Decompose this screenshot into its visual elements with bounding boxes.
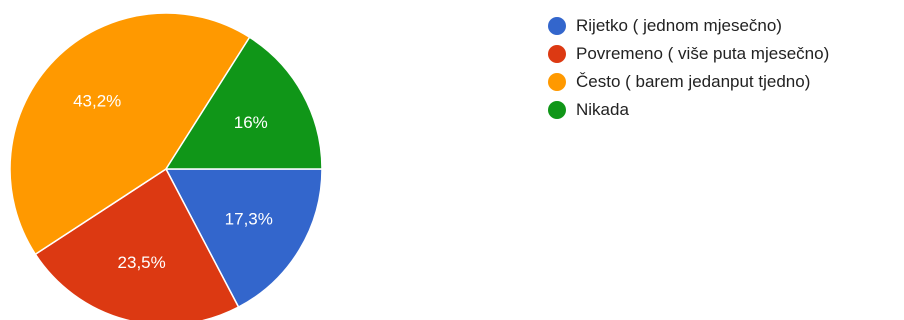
legend-item-cesto-barem-jedanput-tjedno[interactable]: Često ( barem jedanput tjedno)	[548, 68, 829, 96]
pie-slice-rijetko-jednom-mjesecno	[164, 168, 323, 309]
legend-item-nikada[interactable]: Nikada	[548, 96, 829, 124]
legend-label: Rijetko ( jednom mjesečno)	[576, 16, 782, 35]
pie-slice-value-label: 16%	[234, 113, 268, 132]
pie-slice-value-label: 17,3%	[225, 210, 273, 229]
legend-item-rijetko-jednom-mjesecno[interactable]: Rijetko ( jednom mjesečno)	[548, 12, 829, 40]
legend-swatch	[548, 17, 566, 35]
legend-item-povremeno-vise-puta-mjesecno[interactable]: Povremeno ( više puta mjesečno)	[548, 40, 829, 68]
pie-slice-nikada	[164, 36, 323, 170]
legend-label: Nikada	[576, 100, 629, 119]
legend-swatch	[548, 45, 566, 63]
legend-label: Povremeno ( više puta mjesečno)	[576, 44, 830, 63]
legend-swatch	[548, 101, 566, 119]
pie-slice-cesto-barem-jedanput-tjedno	[9, 12, 251, 256]
pie-slice-value-label: 43,2%	[73, 92, 121, 111]
legend-swatch	[548, 73, 566, 91]
legend-label: Često ( barem jedanput tjedno)	[576, 72, 811, 91]
pie-slice-value-label: 23,5%	[118, 253, 166, 272]
chart-legend: Rijetko ( jednom mjesečno) Povremeno ( vi…	[548, 12, 829, 124]
